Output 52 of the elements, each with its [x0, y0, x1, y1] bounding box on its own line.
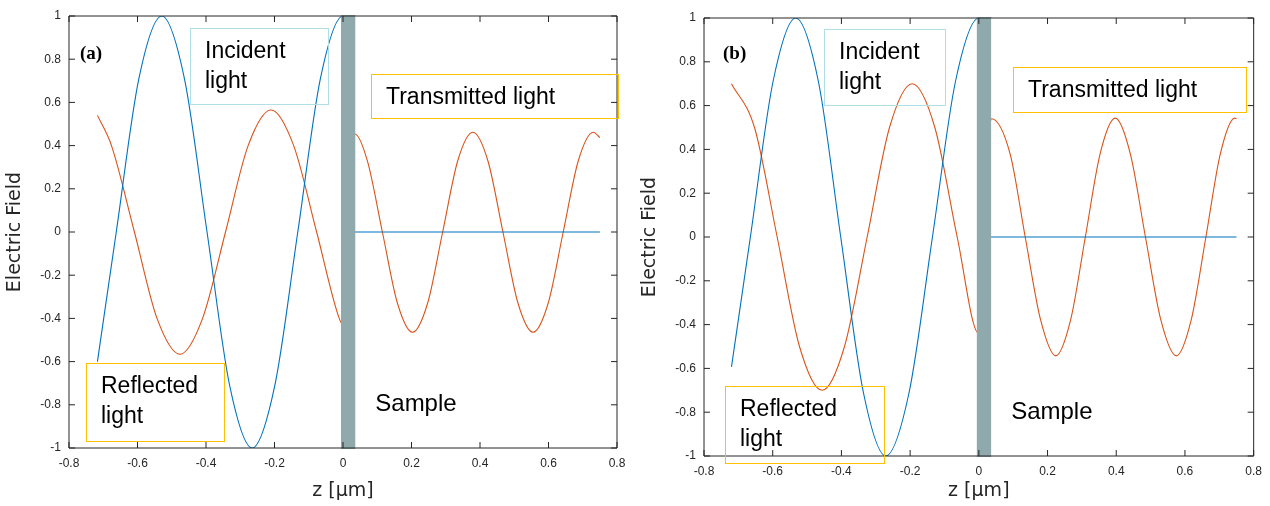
- y-tick-label: -0.4: [675, 316, 697, 331]
- y-tick-label: -0.4: [40, 310, 62, 325]
- x-tick-label: 0: [975, 463, 983, 478]
- annotation: Transmitted light: [371, 74, 619, 119]
- x-tick-label: -0.4: [831, 463, 853, 478]
- y-tick-label: -0.2: [675, 273, 697, 288]
- y-tick-label: 0: [689, 229, 697, 244]
- x-axis-title: z [μm]: [312, 477, 374, 500]
- y-tick-label: 0.8: [679, 54, 697, 69]
- annotation: Transmitted light: [1013, 67, 1247, 113]
- x-tick-label: -0.2: [899, 463, 921, 478]
- y-tick-label: 1: [689, 10, 697, 25]
- y-tick-label: -1: [50, 440, 62, 455]
- y-tick-label: -0.6: [40, 353, 62, 368]
- annotation: (a): [80, 42, 103, 64]
- y-tick-label: -0.8: [40, 397, 62, 412]
- x-tick-label: 0.8: [608, 455, 626, 470]
- x-tick-label: 0.8: [1245, 463, 1263, 478]
- y-tick-label: -0.6: [675, 360, 697, 375]
- y-tick-label: 0.4: [679, 141, 697, 156]
- x-tick-label: 0.6: [1176, 463, 1194, 478]
- y-tick-label: -0.8: [675, 404, 697, 419]
- x-axis-title: z [μm]: [948, 477, 1010, 500]
- annotation: (b): [723, 42, 747, 64]
- y-tick-label: 1: [54, 8, 62, 23]
- y-tick-label: 0.8: [44, 51, 62, 66]
- annotation: Incident light: [190, 28, 329, 105]
- annotation: Incident light: [824, 29, 946, 106]
- x-tick-label: -0.4: [195, 455, 217, 470]
- x-tick-label: -0.2: [264, 455, 286, 470]
- annotation: Reflected light: [725, 386, 885, 464]
- y-tick-label: 0.2: [679, 185, 697, 200]
- y-axis-title: Electric Field: [2, 171, 25, 293]
- x-tick-label: 0.2: [1039, 463, 1057, 478]
- x-tick-label: 0: [339, 455, 347, 470]
- y-tick-label: -1: [685, 448, 697, 463]
- y-tick-label: 0: [54, 224, 62, 239]
- annotation: Reflected light: [86, 363, 225, 442]
- x-tick-label: -0.6: [127, 455, 149, 470]
- x-tick-label: 0.2: [403, 455, 421, 470]
- x-tick-label: 0.6: [540, 455, 558, 470]
- y-tick-label: 0.6: [679, 97, 697, 112]
- y-tick-label: 0.4: [44, 137, 62, 152]
- y-tick-label: 0.2: [44, 181, 62, 196]
- x-tick-label: 0.4: [471, 455, 489, 470]
- y-tick-label: 0.6: [44, 94, 62, 109]
- band-label: Sample: [1011, 396, 1093, 424]
- y-axis-title: Electric Field: [637, 176, 660, 298]
- x-tick-label: -0.6: [762, 463, 784, 478]
- band-label: Sample: [375, 389, 457, 417]
- y-tick-label: -0.2: [40, 267, 62, 282]
- x-tick-label: 0.4: [1107, 463, 1125, 478]
